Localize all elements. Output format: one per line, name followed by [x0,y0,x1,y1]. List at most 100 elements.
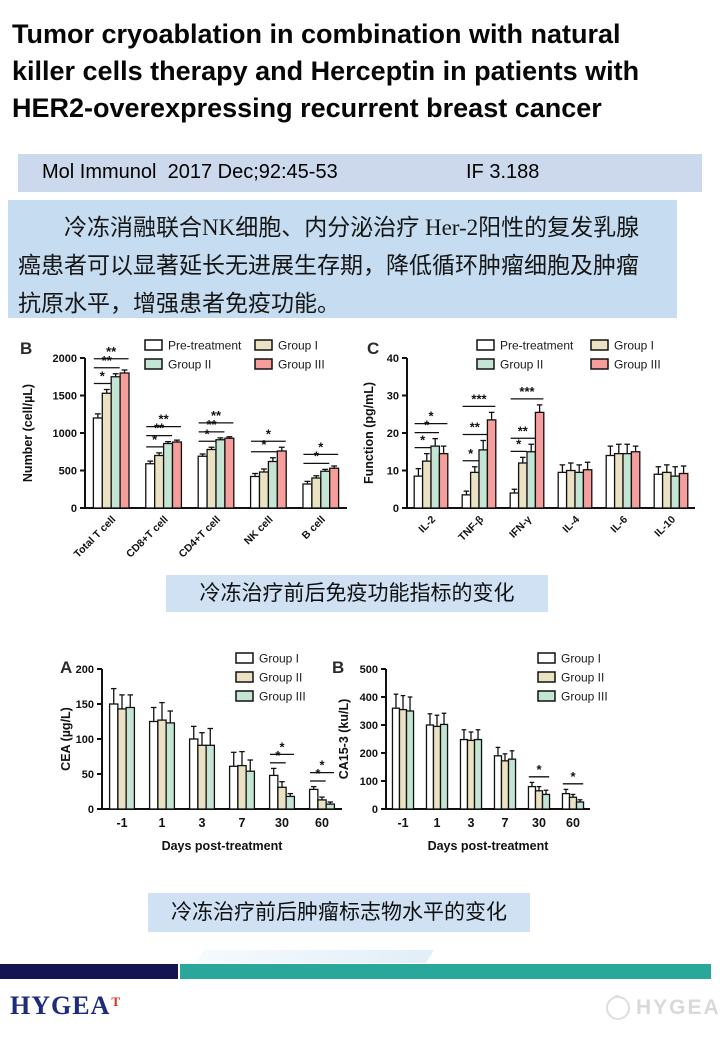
bar [661,471,672,509]
svg-text:IL-6: IL-6 [608,514,630,536]
svg-text:20: 20 [387,428,399,440]
bar [605,454,616,509]
svg-text:IFN-γ: IFN-γ [507,514,534,541]
legend-item: Group II [476,358,543,372]
bar [188,738,199,810]
significance-brackets: ******************* [93,344,339,465]
bar [125,706,136,810]
svg-text:CD4+T cell: CD4+T cell [176,514,223,561]
svg-text:7: 7 [502,816,509,830]
svg-text:0: 0 [71,503,77,515]
bar [237,764,247,810]
svg-text:C: C [367,339,379,358]
bar [561,792,571,810]
bar [145,463,156,509]
bar [215,439,226,509]
tumor-marker-caption: 冷冻治疗前后肿瘤标志物水平的变化 [148,893,530,932]
bar [405,710,415,810]
bar [478,449,489,509]
legend-item: Group II [235,671,302,685]
bar [678,472,689,509]
bar [421,460,432,509]
legend-item: Group II [144,358,211,372]
legend-item: Group III [235,690,306,704]
bar [285,795,296,810]
svg-text:1500: 1500 [53,391,77,403]
bar [101,392,112,509]
bar [110,376,121,509]
svg-text:400: 400 [360,692,378,704]
svg-text:200: 200 [76,664,94,676]
svg-text:**: ** [159,412,170,427]
bar [391,707,401,810]
footer-bar-teal [180,964,711,979]
svg-text:*: * [420,433,426,448]
svg-text:10: 10 [387,466,399,478]
svg-text:IL-10: IL-10 [652,514,678,540]
svg-text:Group I: Group I [259,652,299,666]
impact-factor: IF 3.188 [466,161,540,183]
svg-text:Days post-treatment: Days post-treatment [162,839,284,853]
bar [413,475,424,509]
bar-series-group-iii [405,696,585,810]
immune-figure-caption: 冷冻治疗前后免疫功能指标的变化 [166,575,548,612]
chart-immune-cells: 0500100015002000*******************Total… [20,339,347,561]
bar [197,744,207,810]
bar [493,755,503,810]
legend: Pre-treatment Group I Group II Group III [476,339,661,372]
svg-text:3: 3 [468,816,475,830]
svg-text:**: ** [518,423,529,438]
bar [473,738,483,810]
svg-text:*: * [318,439,324,454]
bar [527,785,537,810]
journal-info-bar: Mol Immunol 2017 Dec;92:45-53 IF 3.188 [18,154,702,192]
svg-text:3: 3 [199,816,206,830]
journal-citation: Mol Immunol 2017 Dec;92:45-53 [42,161,338,183]
svg-text:B: B [20,339,32,358]
paper-title-line-3: HER2-overexpressing recurrent breast can… [12,93,602,123]
svg-text:100: 100 [76,734,94,746]
svg-text:IL-2: IL-2 [416,514,438,536]
bar [469,471,480,509]
bar [574,471,585,509]
svg-text:Group I: Group I [278,339,318,353]
brand-logo-text: HYGEA [10,991,111,1020]
brand-logo: HYGEAT [10,991,120,1021]
bar [613,452,624,509]
svg-text:*: * [314,448,320,463]
bars [92,369,340,509]
svg-text:IL-4: IL-4 [560,514,582,536]
legend-item: Group I [235,652,299,666]
footer-bar-navy [0,964,178,979]
bar [119,372,130,509]
paper-title-line-2: killer cells therapy and Herceptin in pa… [12,56,640,86]
legend-item: Pre-treatment [144,339,242,353]
svg-text:***: *** [519,384,535,399]
svg-text:Group II: Group II [259,671,302,685]
bar [507,758,517,810]
svg-text:*: * [570,769,576,784]
legend-item: Group III [254,358,325,372]
bar [534,790,544,810]
legend-item: Group I [537,652,601,666]
legend: Pre-treatment Group I Group II Group III [144,339,325,372]
svg-text:*: * [468,446,474,461]
svg-text:***: *** [471,391,487,406]
bars [391,693,585,810]
footer-decoration [195,950,435,963]
bar [329,467,340,509]
svg-text:**: ** [106,344,117,359]
bar [398,708,408,810]
svg-text:Pre-treatment: Pre-treatment [168,339,242,353]
svg-text:Pre-treatment: Pre-treatment [500,339,574,353]
svg-text:Group I: Group I [614,339,654,353]
watermark-text: HYGEA [636,996,720,1019]
bar [224,437,235,509]
svg-text:40: 40 [387,353,399,365]
svg-text:B: B [332,658,344,677]
svg-text:30: 30 [275,816,289,830]
bar-series-group-iii [125,694,336,810]
svg-text:1: 1 [159,816,166,830]
bar [258,471,270,509]
